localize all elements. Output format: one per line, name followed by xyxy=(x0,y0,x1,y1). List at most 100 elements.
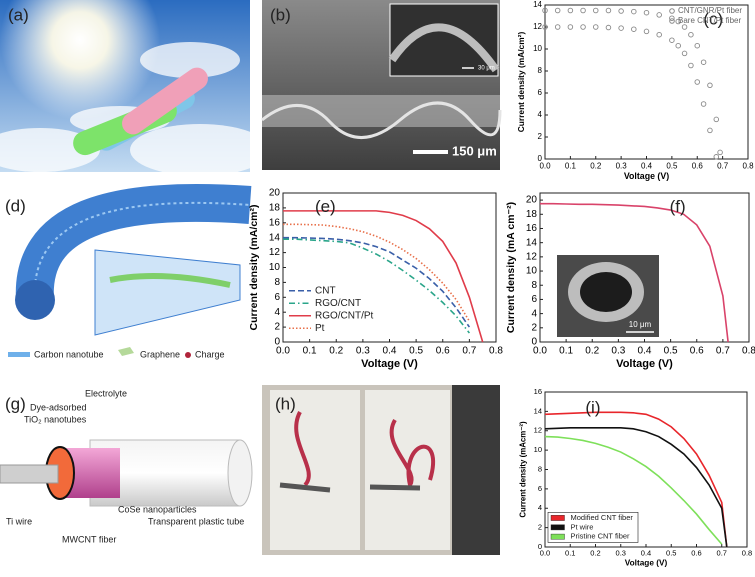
data-point xyxy=(717,149,723,156)
data-point xyxy=(643,9,650,16)
data-line xyxy=(283,238,471,334)
annotation: Transparent plastic tube xyxy=(148,516,244,526)
x-tick-label: 0.4 xyxy=(641,161,653,170)
legend-text: Carbon nanotube xyxy=(34,349,104,359)
x-tick-label: 0.7 xyxy=(462,346,476,357)
bundle-end xyxy=(15,280,55,320)
data-point xyxy=(554,7,561,14)
x-tick-label: 0.0 xyxy=(276,346,290,357)
data-point xyxy=(605,7,612,14)
x-tick-label: 0.7 xyxy=(717,549,727,558)
legend-text: Charge xyxy=(195,349,225,359)
panel-label: (b) xyxy=(270,5,291,24)
data-point xyxy=(542,7,548,14)
y-tick-label: 16 xyxy=(526,223,538,234)
inset-scale: 30 μm xyxy=(478,66,495,72)
inset-f: 10 μm xyxy=(557,255,659,337)
x-tick-label: 0.4 xyxy=(638,346,652,357)
y-axis-label: Current density (mA/cm²) xyxy=(516,32,526,133)
legend-marker xyxy=(550,524,565,531)
ti-wire xyxy=(0,464,59,484)
bundle-texture xyxy=(33,201,251,301)
y-tick-label: 20 xyxy=(526,195,538,206)
y-tick-label: 4 xyxy=(531,308,537,319)
data-point xyxy=(580,7,586,14)
x-tick-label: 0.5 xyxy=(666,549,676,558)
data-point xyxy=(713,154,720,160)
legend-label: RGO/CNT/Pt xyxy=(315,310,374,321)
data-point xyxy=(675,18,681,25)
data-line xyxy=(283,236,471,328)
data-point xyxy=(618,25,624,31)
data-point xyxy=(694,42,701,49)
data-point xyxy=(675,42,681,49)
data-point xyxy=(681,24,688,30)
x-tick-label: 0.7 xyxy=(717,161,729,170)
panel-label: (f) xyxy=(670,197,686,216)
y-tick-label: 14 xyxy=(534,406,542,415)
y-axis-label: Current density (mAcm⁻²) xyxy=(518,421,527,518)
x-tick-label: 0.3 xyxy=(616,161,628,170)
data-point xyxy=(700,101,707,107)
legend-graphene xyxy=(118,347,134,356)
legend-label: Pt xyxy=(315,323,325,334)
data-point xyxy=(593,24,599,30)
x-tick-label: 0.2 xyxy=(585,346,599,357)
y-axis-label: Current density (mA cm⁻²) xyxy=(505,202,517,333)
y-axis-label: Current density (mA/cm²) xyxy=(248,204,260,330)
y-tick-label: 0 xyxy=(531,337,537,348)
panel-label: (h) xyxy=(275,394,296,413)
data-line xyxy=(544,411,728,548)
y-tick-label: 12 xyxy=(526,251,538,262)
x-tick-label: 0.5 xyxy=(664,346,678,357)
data-line xyxy=(544,435,723,545)
x-tick-label: 0.1 xyxy=(303,346,317,357)
data-point xyxy=(554,24,561,30)
x-tick-label: 0.3 xyxy=(616,549,626,558)
x-tick-label: 0.5 xyxy=(666,161,678,170)
legend-label: CNT xyxy=(315,285,336,296)
x-tick-label: 0.3 xyxy=(356,346,370,357)
panel-b: 30 μm 150 μm (b) xyxy=(261,0,502,170)
x-axis-label: Voltage (V) xyxy=(361,358,418,370)
data-point xyxy=(631,8,637,15)
y-tick-label: 4 xyxy=(538,503,542,512)
x-axis-label: Voltage (V) xyxy=(625,559,668,568)
core xyxy=(580,272,632,312)
data-point xyxy=(688,62,694,69)
ruler xyxy=(452,385,500,555)
y-tick-label: 12 xyxy=(533,22,542,31)
x-tick-label: 0.7 xyxy=(716,346,730,357)
annotation: Dye-adsorbed xyxy=(30,402,87,412)
x-tick-label: 0.2 xyxy=(590,161,602,170)
legend-label: Bare CNT/Pt fiber xyxy=(678,16,741,25)
y-tick-label: 4 xyxy=(274,307,280,318)
panel-g: Dye-adsorbed TiO₂ nanotubes Electrolyte … xyxy=(0,388,253,544)
x-tick-label: 0.1 xyxy=(559,346,573,357)
y-tick-label: 10 xyxy=(526,266,538,277)
x-tick-label: 0.3 xyxy=(611,346,625,357)
inset-scale: 10 μm xyxy=(629,320,652,329)
annotation: Electrolyte xyxy=(85,388,127,398)
legend-marker xyxy=(550,515,565,521)
y-tick-label: 0 xyxy=(538,154,543,163)
fiber xyxy=(389,418,436,491)
helix xyxy=(261,101,502,139)
y-tick-label: 8 xyxy=(531,280,537,291)
annotation: TiO₂ nanotubes xyxy=(24,414,87,424)
electrodes xyxy=(279,482,421,493)
y-tick-label: 8 xyxy=(538,464,542,473)
data-point xyxy=(567,7,574,14)
data-line xyxy=(540,202,729,343)
x-tick-label: 0.8 xyxy=(742,549,752,558)
y-tick-label: 10 xyxy=(534,445,542,454)
y-tick-label: 18 xyxy=(269,203,281,214)
data-point xyxy=(694,79,701,85)
data-point xyxy=(681,50,688,57)
legend-label: CNT/GNR/Pt fiber xyxy=(678,6,742,15)
legend-label: Modified CNT fiber xyxy=(571,513,634,522)
annotation: MWCNT fiber xyxy=(62,534,116,544)
data-point xyxy=(631,26,637,32)
inset-fiber xyxy=(388,23,500,73)
